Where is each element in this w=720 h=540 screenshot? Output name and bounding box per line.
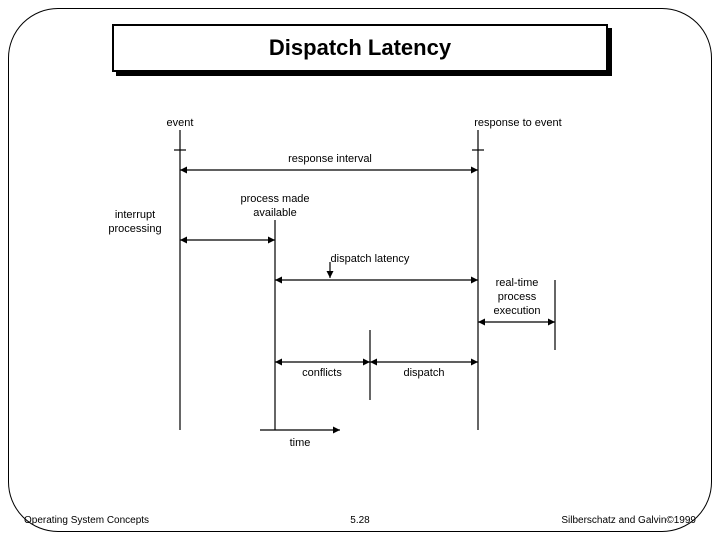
- svg-text:process: process: [498, 291, 537, 303]
- svg-text:process made: process made: [240, 193, 309, 205]
- svg-text:dispatch latency: dispatch latency: [331, 253, 410, 265]
- svg-text:available: available: [253, 207, 296, 219]
- svg-text:event: event: [167, 117, 194, 129]
- svg-text:time: time: [290, 437, 311, 449]
- footer-left: Operating System Concepts: [24, 515, 149, 526]
- footer-right: Silberschatz and Galvin©1999: [561, 515, 696, 526]
- svg-text:execution: execution: [493, 305, 540, 317]
- svg-text:interrupt: interrupt: [115, 209, 155, 221]
- slide-title: Dispatch Latency: [269, 35, 451, 61]
- svg-text:response to event: response to event: [474, 117, 561, 129]
- footer-center: 5.28: [350, 515, 369, 526]
- svg-text:conflicts: conflicts: [302, 367, 342, 379]
- svg-text:dispatch: dispatch: [404, 367, 445, 379]
- svg-text:processing: processing: [108, 223, 161, 235]
- title-box: Dispatch Latency: [112, 24, 608, 72]
- svg-text:response interval: response interval: [288, 153, 372, 165]
- dispatch-latency-diagram: event response to event response interval p…: [80, 90, 640, 470]
- svg-text:real-time: real-time: [496, 277, 539, 289]
